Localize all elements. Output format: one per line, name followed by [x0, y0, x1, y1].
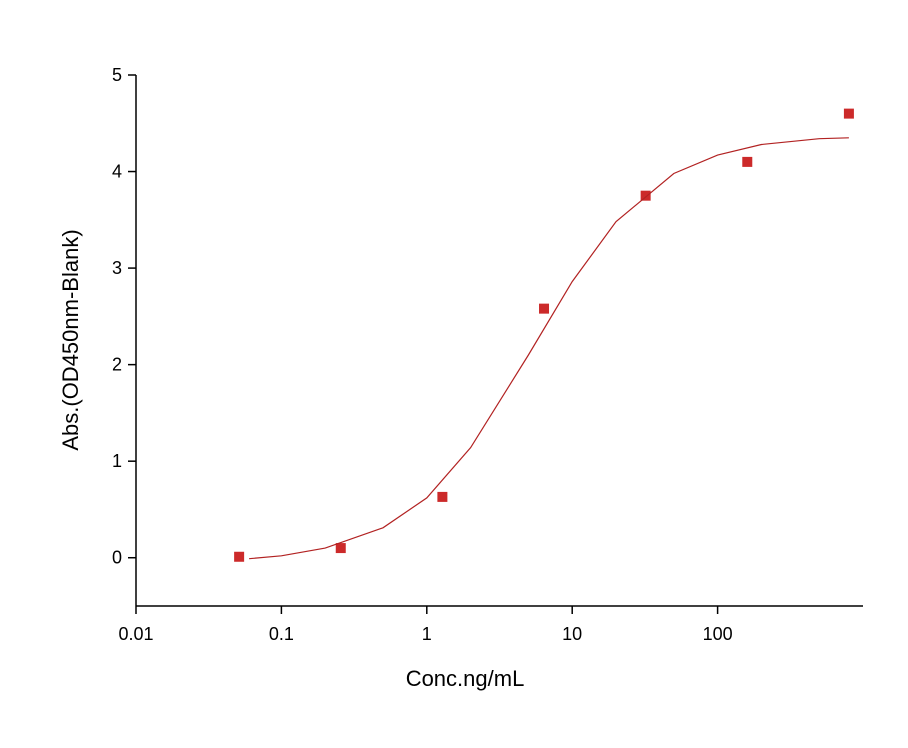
y-tick-label: 1: [112, 451, 122, 471]
x-tick-label: 0.1: [269, 624, 294, 644]
x-axis-label: Conc.ng/mL: [406, 666, 525, 691]
x-tick-label: 1: [422, 624, 432, 644]
data-point: [234, 551, 245, 562]
y-tick-label: 3: [112, 258, 122, 278]
data-point: [437, 491, 448, 502]
data-point: [742, 156, 753, 167]
x-tick-label: 10: [562, 624, 582, 644]
data-point: [640, 190, 651, 201]
y-tick-label: 4: [112, 162, 122, 182]
y-axis-label: Abs.(OD450nm-Blank): [58, 229, 83, 450]
y-tick-label: 0: [112, 548, 122, 568]
data-point: [335, 543, 346, 554]
x-tick-label: 0.01: [118, 624, 153, 644]
x-tick-label: 100: [703, 624, 733, 644]
y-tick-label: 5: [112, 65, 122, 85]
y-tick-label: 2: [112, 355, 122, 375]
fit-curve: [249, 137, 849, 560]
data-point: [539, 303, 550, 314]
data-point: [843, 108, 854, 119]
